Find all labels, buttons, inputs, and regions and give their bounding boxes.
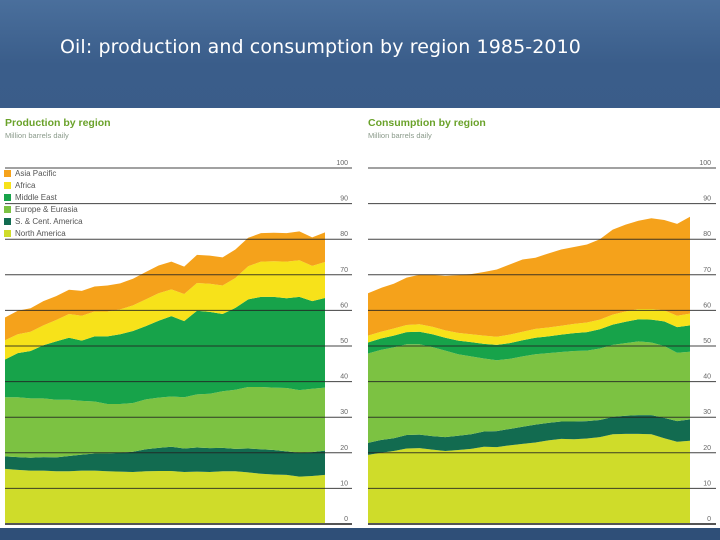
y-tick-label: 20 [340,445,348,452]
y-tick-label: 0 [707,516,711,523]
area-asia-pacific-consumption [368,216,690,337]
y-tick-label: 70 [703,267,711,274]
legend-item: Middle East [4,191,83,203]
consumption-chart-subtitle: Million barrels daily [368,131,432,140]
y-tick-label: 50 [703,338,711,345]
legend-label: S. & Cent. America [15,216,83,226]
production-chart-subtitle: Million barrels daily [5,131,69,140]
production-chart-title: Production by region [5,117,111,129]
y-tick-label: 10 [340,480,348,487]
y-tick-label: 40 [703,374,711,381]
area-asia-pacific-production [5,231,325,341]
legend-label: Middle East [15,192,57,202]
y-tick-label: 60 [703,302,711,309]
legend-item: Africa [4,179,83,191]
y-tick-label: 60 [340,302,348,309]
area-north-america-production [5,468,325,524]
area-africa-consumption [368,308,690,345]
y-tick-label: 80 [340,231,348,238]
y-tick-label: 100 [699,160,711,167]
y-tick-label: 70 [340,267,348,274]
y-tick-label: 10 [703,480,711,487]
legend-swatch-north-america [4,229,11,237]
y-tick-label: 30 [703,409,711,416]
legend-label: Africa [15,180,36,190]
area-north-america-consumption [368,433,690,524]
y-tick-label: 90 [703,196,711,203]
slide-title: Oil: production and consumption by regio… [60,36,581,58]
y-tick-label: 40 [340,374,348,381]
area-europe-eurasia-production [5,386,325,458]
legend-swatch-middle-east [4,193,11,201]
y-tick-label: 0 [344,516,348,523]
legend-item: S. & Cent. America [4,215,83,227]
area-s-cent-america-consumption [368,415,690,455]
legend-swatch-s-cent-america [4,217,11,225]
legend-item: North America [4,227,83,239]
legend-swatch-asia-pacific [4,169,11,177]
y-tick-label: 50 [340,338,348,345]
area-middle-east-production [5,296,325,405]
legend-label: North America [15,228,66,238]
legend-label: Europe & Eurasia [15,204,78,214]
legend-label: Asia Pacific [15,168,57,178]
legend-item: Europe & Eurasia [4,203,83,215]
legend-swatch-europe-eurasia [4,205,11,213]
y-tick-label: 30 [340,409,348,416]
area-s-cent-america-production [5,446,325,477]
slide-bottom-strip [0,528,720,540]
legend-item: Asia Pacific [4,167,83,179]
production-legend: Asia Pacific Africa Middle East Europe &… [4,167,83,239]
y-tick-label: 80 [703,231,711,238]
y-tick-label: 20 [703,445,711,452]
y-tick-label: 100 [336,160,348,167]
legend-swatch-africa [4,181,11,189]
area-africa-production [5,260,325,360]
y-tick-label: 90 [340,196,348,203]
area-middle-east-consumption [368,319,690,361]
consumption-chart-title: Consumption by region [368,117,486,129]
